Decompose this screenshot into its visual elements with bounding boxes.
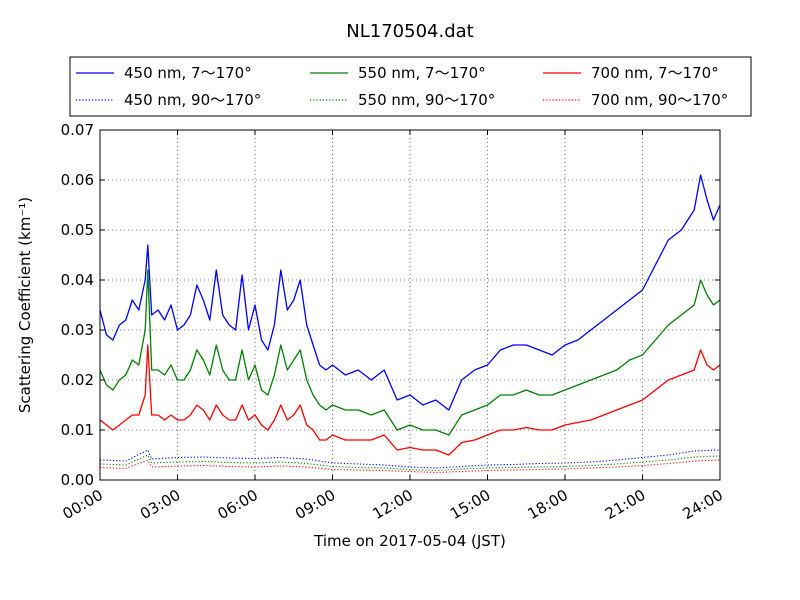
y-tick-label: 0.00: [61, 471, 94, 489]
y-tick-label: 0.06: [61, 171, 94, 189]
series-line-5: [99, 459, 721, 474]
x-axis-label: Time on 2017-05-04 (JST): [313, 532, 506, 550]
series-line-4: [99, 344, 721, 456]
chart-title: NL170504.dat: [346, 21, 473, 42]
series-line-0: [99, 174, 721, 411]
series-line-2: [99, 269, 721, 436]
y-tick-label: 0.03: [61, 321, 94, 339]
y-tick-label: 0.01: [61, 421, 94, 439]
legend-label-0: 450 nm, 7～170°: [124, 64, 252, 82]
legend: 450 nm, 7～170° 450 nm, 90～170° 550 nm, 7～1…: [69, 56, 752, 117]
series-line-3: [99, 454, 721, 472]
legend-label-1: 450 nm, 90～170°: [124, 91, 261, 109]
grid-lines: [100, 130, 720, 480]
legend-box: [69, 56, 752, 117]
y-axis-label: Scattering Coefficient (km⁻¹): [16, 197, 34, 413]
y-tick-label: 0.04: [61, 271, 94, 289]
y-tick-label: 0.07: [61, 121, 94, 139]
legend-label-5: 700 nm, 90～170°: [591, 91, 728, 109]
y-tick-label: 0.02: [61, 371, 94, 389]
series-layer: [99, 174, 721, 474]
legend-label-4: 700 nm, 7～170°: [591, 64, 719, 82]
y-tick-label: 0.05: [61, 221, 94, 239]
series-line-1: [99, 449, 721, 469]
legend-label-2: 550 nm, 7～170°: [358, 64, 486, 82]
legend-label-3: 550 nm, 90～170°: [358, 91, 495, 109]
